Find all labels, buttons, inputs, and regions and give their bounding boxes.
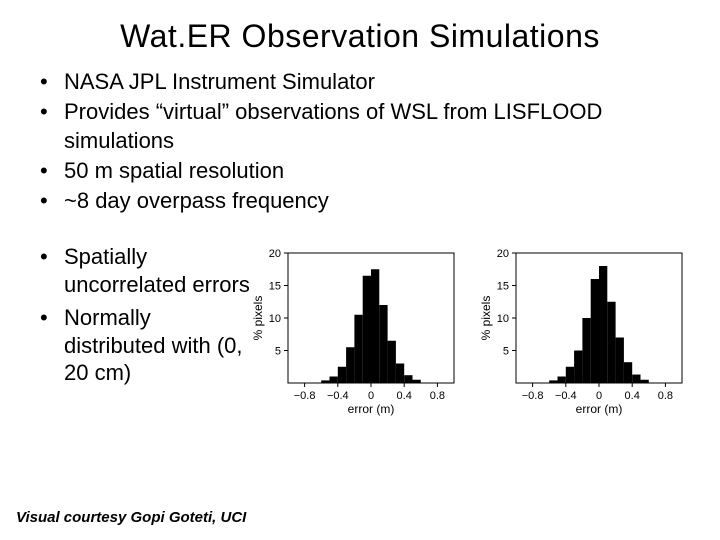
svg-text:20: 20 xyxy=(269,248,281,260)
svg-text:0: 0 xyxy=(596,390,602,402)
histogram-left: 5 10 15 20 −0.8 −0.4 0 0.4 0.8 error (m) % pixels xyxy=(250,247,460,422)
charts-container: 5101520−0.8−0.400.40.8error (m)% pixels … xyxy=(250,243,700,422)
svg-text:20: 20 xyxy=(497,248,509,260)
bullet-item: ~8 day overpass frequency xyxy=(40,186,680,216)
lower-row: Spatially uncorrelated errors Normally d… xyxy=(0,215,720,422)
bullet-item: 50 m spatial resolution xyxy=(40,156,680,186)
svg-text:−0.4: −0.4 xyxy=(555,390,577,402)
svg-text:0.4: 0.4 xyxy=(397,390,412,402)
svg-text:0.8: 0.8 xyxy=(430,390,445,402)
histogram-svg: 5 10 15 20 −0.8 −0.4 0 0.4 0.8 error (m) % pixels xyxy=(250,247,460,417)
svg-text:10: 10 xyxy=(269,313,281,325)
svg-text:15: 15 xyxy=(497,281,509,293)
svg-text:0.8: 0.8 xyxy=(658,390,673,402)
svg-text:% pixels: % pixels xyxy=(251,296,265,341)
svg-text:5: 5 xyxy=(503,346,509,358)
histogram-svg: 5 10 15 20 −0.8 −0.4 0 0.4 0.8 error (m) % pixels xyxy=(478,247,688,417)
histogram-right: 5 10 15 20 −0.8 −0.4 0 0.4 0.8 error (m) % pixels xyxy=(478,247,688,422)
svg-text:error (m): error (m) xyxy=(576,402,623,416)
svg-text:15: 15 xyxy=(269,281,281,293)
page-title: Wat.ER Observation Simulations xyxy=(0,0,720,63)
svg-text:10: 10 xyxy=(497,313,509,325)
svg-text:0.4: 0.4 xyxy=(625,390,640,402)
svg-text:0: 0 xyxy=(368,390,374,402)
bullet-item: Spatially uncorrelated errors xyxy=(40,243,250,298)
svg-text:% pixels: % pixels xyxy=(479,296,493,341)
bullet-item: NASA JPL Instrument Simulator xyxy=(40,67,680,97)
image-credit: Visual courtesy Gopi Goteti, UCI xyxy=(16,509,246,526)
bullet-item: Normally distributed with (0, 20 cm) xyxy=(40,304,250,387)
svg-text:−0.8: −0.8 xyxy=(294,390,316,402)
bullet-list-left: Spatially uncorrelated errors Normally d… xyxy=(40,243,250,393)
svg-text:−0.4: −0.4 xyxy=(327,390,349,402)
svg-text:−0.8: −0.8 xyxy=(522,390,544,402)
bullet-item: Provides “virtual” observations of WSL f… xyxy=(40,97,680,156)
bullet-list-top: NASA JPL Instrument Simulator Provides “… xyxy=(0,63,720,215)
svg-text:error (m): error (m) xyxy=(348,402,395,416)
svg-text:5: 5 xyxy=(275,346,281,358)
